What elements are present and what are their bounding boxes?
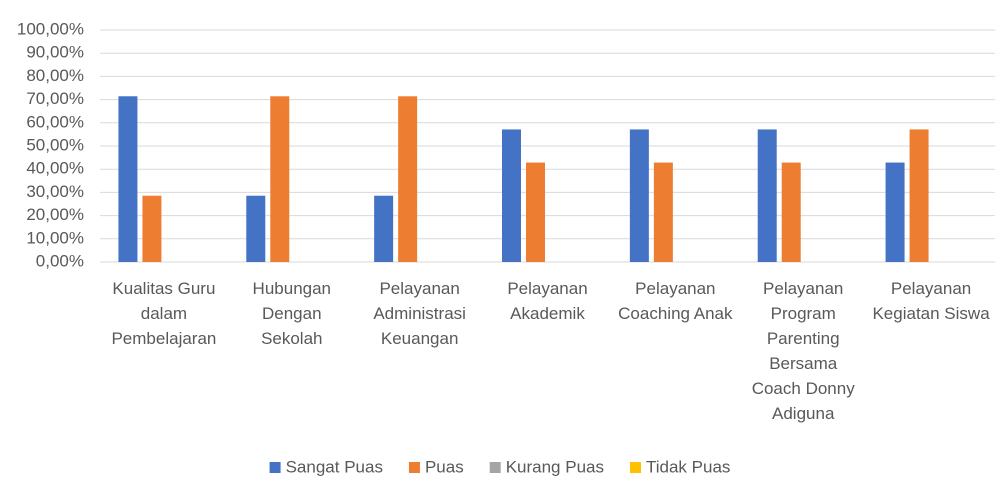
legend-label: Tidak Puas [646,457,730,476]
label-line: Kegiatan Siswa [872,304,990,323]
label-line: Pembelajaran [111,329,216,348]
y-tick-label: 90,00% [26,43,84,62]
y-tick-label: 60,00% [26,112,84,131]
bar [118,96,138,262]
bar [502,129,521,262]
y-tick-label: 10,00% [26,228,84,247]
legend-swatch [629,462,641,473]
label-line: Pelayanan [507,279,587,298]
label-line: Bersama [769,354,838,373]
y-tick-label: 50,00% [26,135,84,154]
bar [757,129,777,262]
label-line: Pelayanan [635,279,715,298]
legend-label: Puas [425,457,464,476]
y-tick-label: 0,00% [36,251,84,270]
x-tick-label: Pelayanan Kegiatan Siswa [872,279,990,323]
legend-label: Sangat Puas [286,457,383,476]
x-tick-label: Pelayanan Program Parenting Bersama Coach Do… [752,279,856,423]
bar [374,195,394,262]
bar [909,129,929,262]
label-line: Adiguna [772,404,835,423]
y-tick-label: 80,00% [26,66,84,85]
label-line: Program [771,304,836,323]
bar [653,162,673,262]
x-tick-label: Pelayanan Administrasi Keuangan [373,279,466,348]
label-line: dalam [141,304,187,323]
legend-swatch [489,462,501,473]
x-tick-label: Pelayanan Coaching Anak [618,279,733,323]
x-tick-label: Pelayanan Akademik [507,279,587,323]
y-tick-label: 40,00% [26,159,84,178]
bar [781,162,801,262]
x-tick-label: Hubungan Dengan Sekolah [253,279,331,348]
legend-swatch [408,462,420,473]
bar [270,96,290,262]
label-line: Coach Donny [752,379,856,398]
label-line: Sekolah [261,329,322,348]
bar [142,195,162,262]
bar [398,96,418,262]
bar [629,129,649,262]
label-line: Administrasi [373,304,466,323]
bar [526,162,545,262]
y-tick-label: 70,00% [26,89,84,108]
bar [246,195,266,262]
label-line: Pelayanan [763,279,843,298]
legend-label: Kurang Puas [506,457,604,476]
y-tick-label: 20,00% [26,205,84,224]
label-line: Parenting [767,329,840,348]
y-tick-label: 30,00% [26,182,84,201]
legend: Sangat Puas Puas Kurang Puas Tidak Puas [269,457,730,476]
x-tick-label: Kualitas Guru dalam Pembelajaran [111,279,216,348]
label-line: Pelayanan [891,279,971,298]
label-line: Hubungan [253,279,331,298]
bar [885,162,905,262]
label-line: Keuangan [381,329,459,348]
label-line: Coaching Anak [618,304,733,323]
label-line: Pelayanan [379,279,459,298]
label-line: Kualitas Guru [112,279,215,298]
legend-swatch [269,462,281,473]
label-line: Akademik [510,304,585,323]
label-line: Dengan [262,304,322,323]
y-tick-label: 100,00% [17,19,84,38]
